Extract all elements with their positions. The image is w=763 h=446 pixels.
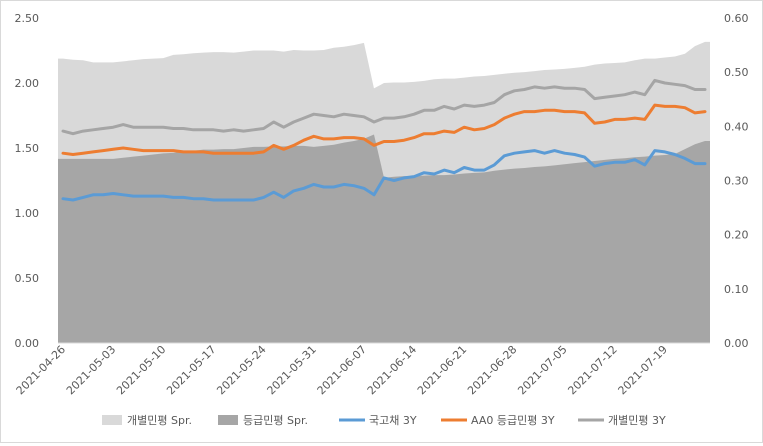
x-tick-label: 2021-05-17 [164, 343, 218, 397]
line-series-3 [61, 78, 707, 136]
legend-label-5: 개별민평 3Y [608, 414, 666, 427]
line-series-group [61, 78, 707, 202]
line-series-2 [61, 103, 707, 156]
y-right-tick-label: 0.10 [724, 283, 749, 296]
y-left-tick-label: 0.50 [15, 272, 40, 285]
y-left-tick-label: 0.00 [15, 337, 40, 350]
x-tick-label: 2021-06-14 [365, 343, 419, 397]
y-left-tick-label: 2.50 [15, 12, 40, 25]
x-tick-label: 2021-05-31 [265, 343, 319, 397]
x-tick-label: 2021-07-19 [616, 343, 670, 397]
area-series-group [58, 41, 710, 343]
y-left-tick-label: 2.00 [15, 77, 40, 90]
legend-label-2: 등급민평 Spr. [243, 414, 308, 427]
x-tick-label: 2021-04-26 [14, 343, 68, 397]
legend-label-4: AA0 등급민평 3Y [471, 414, 555, 427]
y-left-tick-label: 1.00 [15, 207, 40, 220]
y-axis-right: 0.00 0.10 0.20 0.30 0.40 0.50 0.60 [724, 12, 749, 350]
x-tick-label: 2021-06-07 [315, 343, 369, 397]
x-axis: 2021-04-262021-05-032021-05-102021-05-17… [14, 342, 710, 397]
y-right-tick-label: 0.50 [724, 66, 749, 79]
x-tick-label: 2021-05-24 [214, 343, 268, 397]
y-right-tick-label: 0.00 [724, 337, 749, 350]
y-right-tick-label: 0.60 [724, 12, 749, 25]
y-right-tick-label: 0.20 [724, 229, 749, 242]
legend-swatch-2 [218, 415, 238, 425]
x-tick-label: 2021-07-12 [565, 343, 619, 397]
y-left-tick-label: 1.50 [15, 142, 40, 155]
legend-label-3: 국고채 3Y [369, 414, 417, 427]
legend-label-1: 개별민평 Spr. [127, 414, 192, 427]
y-right-tick-label: 0.30 [724, 175, 749, 188]
legend: 개별민평 Spr. 등급민평 Spr. 국고채 3Y AA0 등급민평 3Y 개별민평 … [102, 414, 666, 427]
legend-swatch-1 [102, 415, 122, 425]
x-tick-label: 2021-07-05 [515, 343, 569, 397]
y-right-tick-label: 0.40 [724, 120, 749, 133]
y-axis-left: 0.00 0.50 1.00 1.50 2.00 2.50 [15, 12, 40, 350]
x-tick-label: 2021-06-28 [465, 343, 519, 397]
line-series-1 [61, 149, 707, 202]
x-tick-label: 2021-05-10 [114, 343, 168, 397]
area-series-2 [58, 134, 710, 343]
x-tick-label: 2021-06-21 [415, 343, 469, 397]
x-tick-label: 2021-05-03 [64, 343, 118, 397]
